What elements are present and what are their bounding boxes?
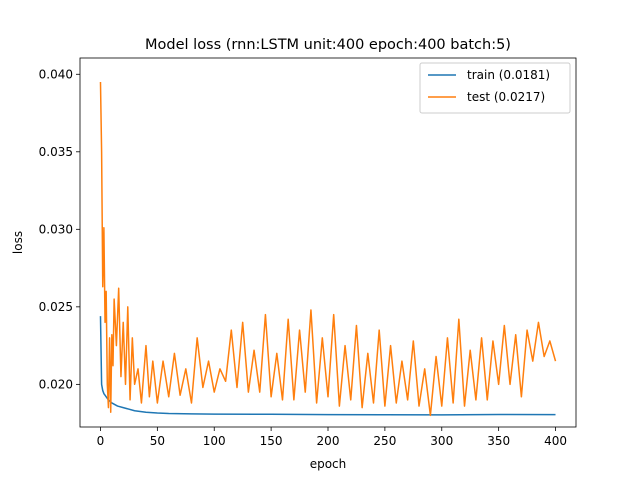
legend-entry: train (0.0181) [467, 68, 550, 82]
y-axis: 0.020 0.025 0.030 0.035 0.040 [39, 67, 80, 391]
x-tick-label: 250 [373, 434, 396, 448]
legend: train (0.0181) test (0.0217) [419, 62, 571, 114]
x-tick-label: 150 [260, 434, 283, 448]
legend-entry: test (0.0217) [467, 90, 545, 104]
x-tick-label: 400 [544, 434, 567, 448]
chart-title: Model loss (rnn:LSTM unit:400 epoch:400 … [145, 37, 511, 53]
series-line-train [99, 316, 556, 416]
y-tick-label: 0.040 [39, 67, 73, 81]
x-tick-label: 0 [97, 434, 105, 448]
y-tick-label: 0.035 [39, 145, 73, 159]
x-axis-label: epoch [310, 457, 347, 471]
x-axis: 0 50 100 150 200 250 300 350 400 [97, 427, 567, 448]
series-line-test [99, 82, 557, 417]
y-tick-label: 0.030 [39, 222, 73, 236]
y-tick-label: 0.020 [39, 377, 73, 391]
x-tick-label: 350 [487, 434, 510, 448]
legend-box [419, 62, 571, 114]
x-tick-label: 100 [203, 434, 226, 448]
y-tick-label: 0.025 [39, 300, 73, 314]
x-tick-label: 50 [150, 434, 165, 448]
x-tick-label: 300 [430, 434, 453, 448]
x-tick-label: 200 [317, 434, 340, 448]
y-axis-label: loss [11, 231, 25, 254]
